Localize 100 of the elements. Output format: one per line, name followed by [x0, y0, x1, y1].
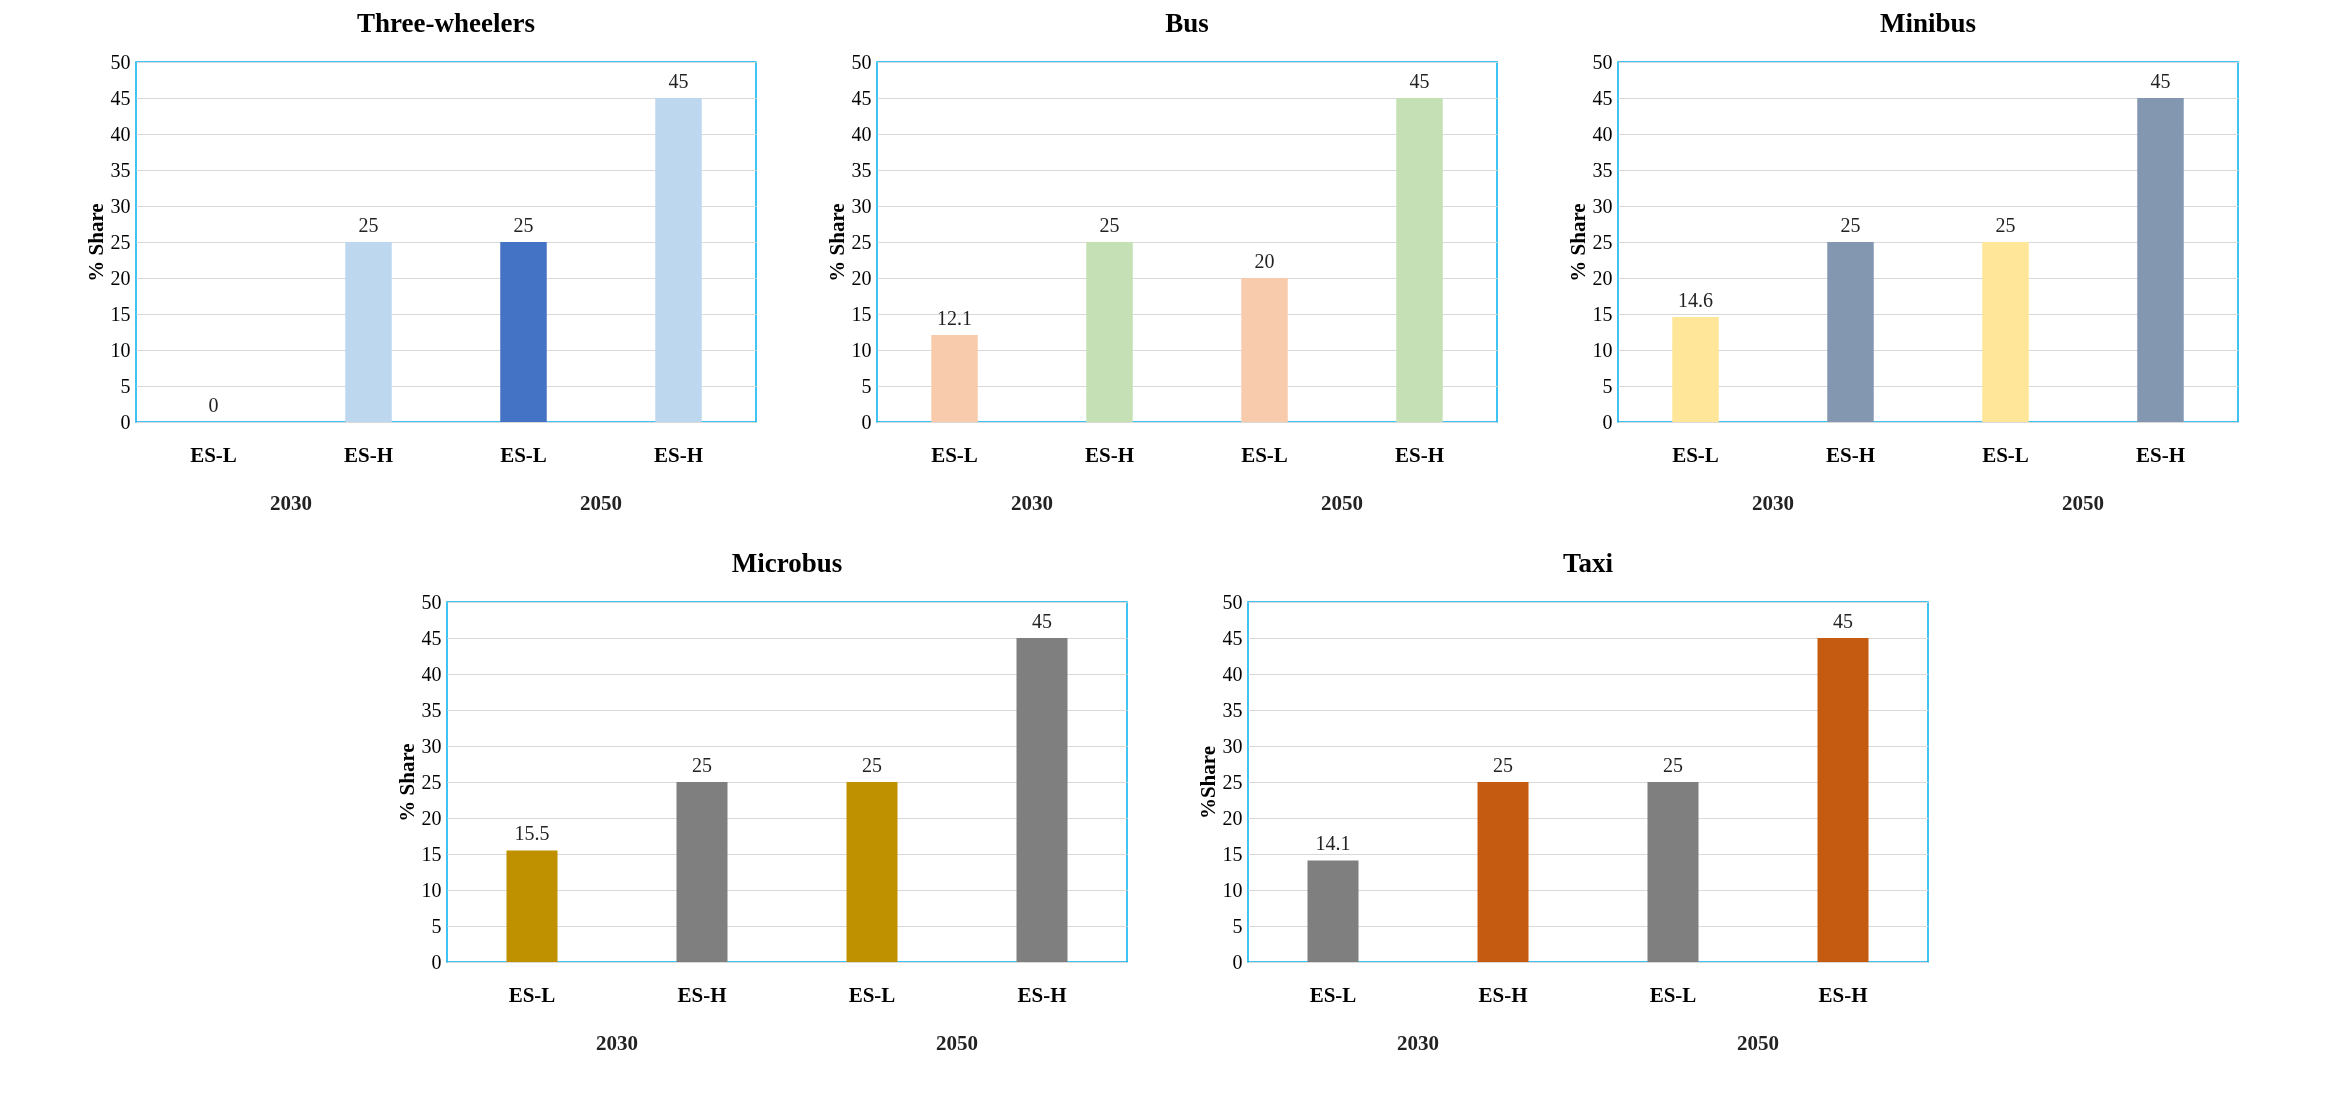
y-tick-label: 0	[861, 410, 872, 433]
data-label: 12.1	[937, 306, 972, 329]
y-tick-label: 25	[421, 770, 441, 793]
text: 2030	[1396, 1031, 1439, 1055]
y-tick-label: 40	[110, 122, 131, 145]
y-tick-label: 30	[1592, 194, 1613, 217]
y-tick-label: 40	[1222, 662, 1242, 685]
bar	[1016, 638, 1067, 962]
y-tick-label: 10	[1592, 338, 1613, 361]
x-tick-label: ES-L	[508, 982, 555, 1007]
bar	[506, 850, 557, 962]
bar	[1672, 316, 1719, 422]
data-label: 45	[1832, 610, 1853, 632]
data-label: 25	[1492, 754, 1513, 776]
chart-title: Three-wheelers	[357, 8, 535, 38]
text: 2030	[1752, 491, 1794, 515]
y-tick-label: 25	[1592, 230, 1613, 253]
y-tick-label: 25	[851, 230, 872, 253]
y-tick-label: 0	[120, 410, 131, 433]
data-label: 14.1	[1315, 832, 1350, 855]
y-tick-label: 50	[1222, 590, 1242, 613]
text: 2050	[580, 491, 622, 515]
y-tick-label: 50	[1592, 50, 1613, 73]
text: 2030	[595, 1031, 638, 1055]
y-tick-label: 20	[421, 806, 441, 829]
x-tick-label: ES-H	[343, 442, 394, 467]
y-tick-label: 5	[1602, 374, 1613, 397]
data-label: 25	[691, 754, 712, 776]
data-label: 45	[2150, 70, 2171, 92]
x-tick-label: ES-H	[676, 982, 727, 1007]
y-axis-title: % Share	[1565, 203, 1590, 282]
x-tick-label: ES-L	[931, 442, 978, 467]
y-tick-label: 40	[1592, 122, 1613, 145]
data-label: 25	[358, 214, 379, 236]
bar	[1086, 242, 1133, 422]
y-tick-label: 10	[851, 338, 872, 361]
y-axis-title: %Share	[1195, 745, 1219, 820]
text: 2030	[1011, 491, 1053, 515]
y-tick-label: 15	[1222, 842, 1242, 865]
text: 2050	[1736, 1031, 1779, 1055]
y-tick-label: 45	[421, 626, 441, 649]
x-tick-label: ES-H	[1825, 442, 1876, 467]
y-tick-label: 35	[421, 698, 441, 721]
y-tick-label: 0	[1602, 410, 1613, 433]
y-tick-label: 50	[110, 50, 131, 73]
y-tick-label: 15	[110, 302, 131, 325]
y-tick-label: 15	[1592, 302, 1613, 325]
text: 2050	[1321, 491, 1363, 515]
data-label: 45	[1409, 70, 1430, 92]
x-tick-label: ES-L	[190, 442, 237, 467]
y-tick-label: 0	[1232, 950, 1242, 973]
y-tick-label: 15	[851, 302, 872, 325]
y-tick-label: 45	[1592, 86, 1613, 109]
x-tick-label: ES-L	[500, 442, 547, 467]
x-tick-label: ES-L	[1649, 982, 1696, 1007]
y-tick-label: 25	[110, 230, 131, 253]
data-label: 0	[208, 394, 219, 416]
y-tick-label: 20	[110, 266, 131, 289]
x-tick-label: ES-L	[1672, 442, 1719, 467]
y-tick-label: 25	[1222, 770, 1242, 793]
y-tick-label: 35	[110, 158, 131, 181]
y-tick-label: 30	[851, 194, 872, 217]
y-tick-label: 20	[1222, 806, 1242, 829]
bar	[2137, 98, 2184, 422]
y-tick-label: 35	[1222, 698, 1242, 721]
x-tick-label: ES-L	[1982, 442, 2029, 467]
y-tick-label: 15	[421, 842, 441, 865]
y-tick-label: 35	[851, 158, 872, 181]
y-tick-label: 40	[851, 122, 872, 145]
data-label: 20	[1254, 250, 1275, 272]
data-label: 45	[668, 70, 689, 92]
bar	[1307, 860, 1358, 962]
bar	[1817, 638, 1868, 962]
y-axis-title: % Share	[83, 203, 108, 282]
x-tick-label: ES-H	[653, 442, 704, 467]
data-label: 25	[1662, 754, 1683, 776]
x-tick-label: ES-H	[1394, 442, 1445, 467]
data-label: 25	[513, 214, 534, 236]
x-tick-label: ES-L	[1309, 982, 1356, 1007]
y-tick-label: 20	[1592, 266, 1613, 289]
text: 2030	[270, 491, 312, 515]
x-tick-label: ES-H	[1016, 982, 1067, 1007]
y-tick-label: 0	[431, 950, 441, 973]
y-tick-label: 5	[861, 374, 872, 397]
data-label: 15.5	[514, 822, 549, 845]
y-tick-label: 10	[421, 878, 441, 901]
chart-title: Minibus	[1879, 8, 1977, 38]
chart-title: Bus	[1165, 8, 1209, 38]
x-tick-label: ES-L	[848, 982, 895, 1007]
bar	[846, 782, 897, 962]
y-tick-label: 50	[851, 50, 872, 73]
y-tick-label: 45	[1222, 626, 1242, 649]
y-tick-label: 5	[1232, 914, 1242, 937]
x-tick-label: ES-H	[1084, 442, 1135, 467]
y-tick-label: 5	[431, 914, 441, 937]
bar	[1241, 278, 1288, 422]
x-tick-label: ES-H	[1477, 982, 1528, 1007]
bar	[676, 782, 727, 962]
text: 2050	[2062, 491, 2104, 515]
y-tick-label: 30	[421, 734, 441, 757]
